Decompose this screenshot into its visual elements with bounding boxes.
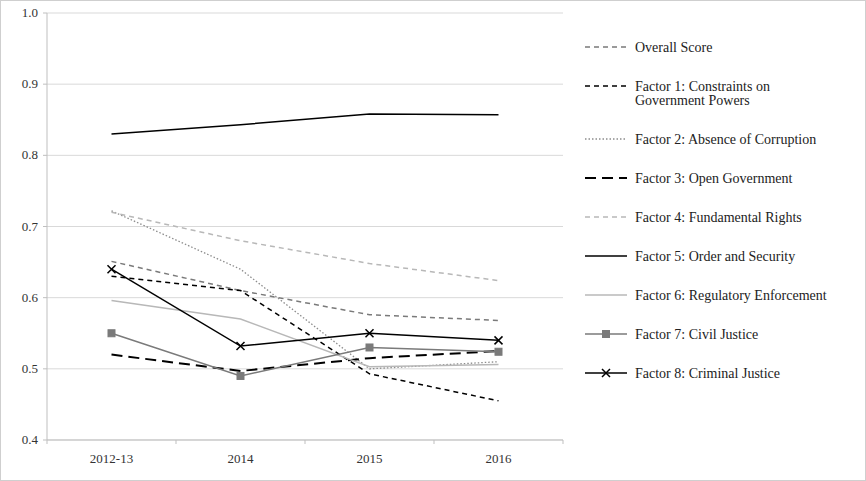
y-tick-label: 1.0 <box>22 5 38 20</box>
tick <box>43 440 47 441</box>
grid-line <box>47 297 563 298</box>
legend-label: Factor 3: Open Government <box>635 171 793 186</box>
x-tick-label: 2014 <box>228 451 255 466</box>
x-tick-label: 2012-13 <box>90 451 133 466</box>
x-tick <box>176 440 177 444</box>
legend-line: Government Powers <box>635 93 750 108</box>
point <box>366 344 373 351</box>
point <box>237 372 244 379</box>
legend-label: Factor 8: Criminal Justice <box>635 366 780 381</box>
legend-swatch <box>585 255 627 257</box>
tick <box>43 226 47 227</box>
grid-line <box>47 13 563 14</box>
tick <box>43 297 47 298</box>
frame <box>1 1 866 481</box>
point <box>366 329 374 337</box>
legend-line: Factor 6: Regulatory Enforcement <box>635 288 827 303</box>
point <box>495 336 503 344</box>
legend-line: Factor 2: Absence of Corruption <box>635 132 816 147</box>
legend-label: Factor 5: Order and Security <box>635 249 795 264</box>
tick <box>43 368 47 369</box>
legend-swatch <box>585 85 627 87</box>
series-line <box>112 301 499 367</box>
legend-label: Factor 4: Fundamental Rights <box>635 210 802 225</box>
series-line <box>112 211 499 369</box>
plot-area <box>108 114 503 401</box>
legend-line: Overall Score <box>635 40 712 55</box>
grid-line <box>47 84 563 85</box>
legend-line: Factor 3: Open Government <box>635 171 793 186</box>
legend-label: Factor 2: Absence of Corruption <box>635 132 816 147</box>
legend-label: Factor 7: Civil Justice <box>635 327 758 342</box>
point <box>237 342 245 350</box>
x-tick-label: 2015 <box>357 451 383 466</box>
legend-swatch <box>585 294 627 296</box>
legend-line: Factor 7: Civil Justice <box>635 327 758 342</box>
legend-swatch <box>585 216 627 218</box>
y-tick-label: 0.8 <box>22 147 38 162</box>
grid-line <box>47 226 563 227</box>
series-line <box>112 269 499 346</box>
tick <box>43 155 47 156</box>
point <box>108 330 115 337</box>
x-tick <box>47 440 48 444</box>
x-tick <box>434 440 435 444</box>
x-tick <box>305 440 306 444</box>
chart: 0.4 0.5 0.6 0.7 0.8 0.9 1.0 2012-13 2014 2015 2016… <box>0 0 866 481</box>
x-tick <box>563 440 564 444</box>
y-tick-label: 0.5 <box>22 361 38 376</box>
legend-swatch <box>585 138 627 139</box>
point <box>108 265 116 273</box>
point <box>495 348 502 355</box>
y-tick-label: 0.6 <box>22 290 39 305</box>
legend-label: Factor 1: Constraints onGovernment Power… <box>635 79 770 108</box>
legend-line: Factor 1: Constraints on <box>635 79 770 94</box>
y-tick-label: 0.7 <box>22 219 39 234</box>
legend-line: Factor 4: Fundamental Rights <box>635 210 802 225</box>
legend-swatch <box>585 177 627 179</box>
legend-line: Factor 5: Order and Security <box>635 249 795 264</box>
y-tick-label: 0.4 <box>22 432 39 447</box>
legend-swatch <box>585 46 627 48</box>
series-line <box>112 261 499 320</box>
series-line <box>112 276 499 401</box>
tick <box>43 84 47 85</box>
legend-marker <box>603 331 610 338</box>
legend-marker <box>602 369 610 377</box>
grid-line <box>47 368 563 369</box>
grid-line <box>47 155 563 156</box>
legend-label: Factor 6: Regulatory Enforcement <box>635 288 827 303</box>
legend-line: Factor 8: Criminal Justice <box>635 366 780 381</box>
series-line <box>112 114 499 134</box>
tick <box>43 13 47 14</box>
x-tick-label: 2016 <box>486 451 513 466</box>
y-tick-label: 0.9 <box>22 76 38 91</box>
y-axis <box>47 13 48 440</box>
legend-label: Overall Score <box>635 40 712 55</box>
series-line <box>112 212 499 280</box>
